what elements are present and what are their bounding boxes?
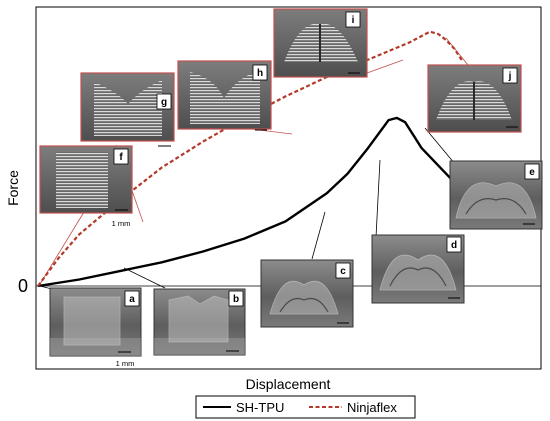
leader-line-c	[311, 211, 326, 260]
scale-bar-label-f: 1 mm	[112, 219, 131, 228]
svg-text:e: e	[529, 167, 535, 178]
svg-text:b: b	[233, 294, 239, 305]
y-axis-label: Force	[5, 170, 21, 206]
inset-h: h	[177, 60, 272, 131]
svg-text:h: h	[257, 68, 263, 79]
legend-label-sh-tpu: SH-TPU	[236, 400, 284, 415]
series-line-sh-tpu	[37, 116, 452, 288]
y-origin-label: 0	[18, 276, 28, 296]
x-axis-label: Displacement	[246, 376, 331, 392]
inset-a: a 1 mm	[49, 287, 142, 368]
inset-f: f 1 mm	[39, 145, 133, 228]
inset-d: d	[371, 234, 465, 304]
svg-text:a: a	[129, 294, 135, 305]
inset-c: c	[260, 259, 354, 328]
svg-text:f: f	[119, 152, 123, 163]
svg-text:j: j	[508, 71, 512, 82]
svg-text:c: c	[340, 266, 346, 277]
leader-line-b	[123, 267, 166, 289]
svg-text:i: i	[352, 15, 355, 26]
svg-text:g: g	[161, 97, 167, 108]
legend-box	[195, 395, 416, 419]
inset-i: i	[273, 8, 368, 78]
inset-j: j	[427, 64, 522, 133]
inset-g: g	[80, 72, 175, 147]
scale-bar-label-a: 1 mm	[116, 359, 135, 368]
inset-e: e	[449, 160, 543, 230]
inset-b: b	[153, 288, 246, 356]
leader-line-i	[366, 59, 404, 74]
series-line-ninjaflex	[37, 30, 464, 287]
legend-label-ninjaflex: Ninjaflex	[347, 400, 397, 415]
leader-line-d	[375, 159, 381, 238]
legend: SH-TPU Ninjaflex	[195, 395, 416, 419]
svg-text:d: d	[451, 240, 457, 251]
series-layer	[37, 30, 464, 288]
